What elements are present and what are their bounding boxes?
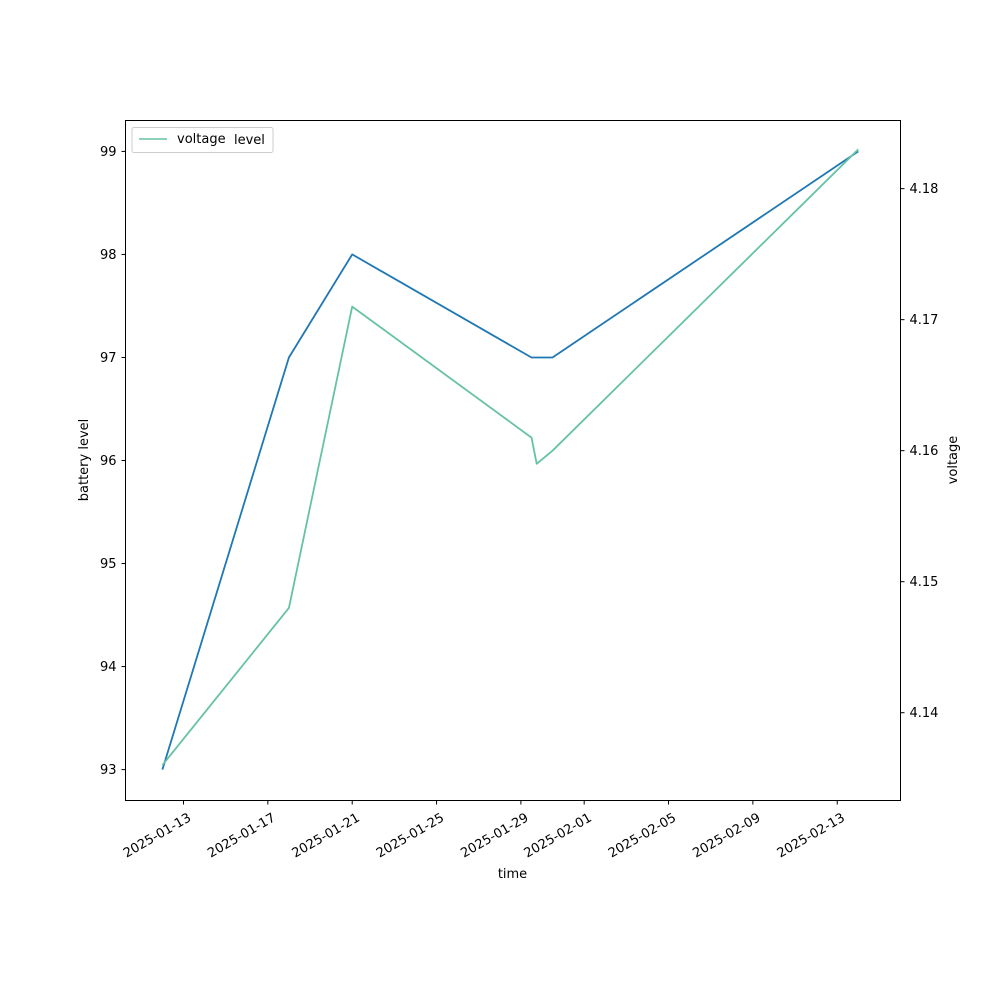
y-tick-label-left: 94	[100, 660, 117, 675]
legend-label-voltage: voltage	[177, 132, 226, 147]
x-tick-label: 2025-01-29	[458, 811, 531, 862]
x-tick-label: 2025-02-13	[775, 811, 848, 862]
x-tick-label: 2025-02-05	[606, 811, 679, 862]
legend-overlap-text: level	[234, 133, 265, 148]
y-tick-label-left: 93	[100, 763, 117, 778]
x-tick-label: 2025-01-25	[374, 811, 447, 862]
y-axis-label-left: battery level	[77, 419, 92, 502]
series-line-voltage	[161, 148, 859, 766]
y-tick-label-right: 4.16	[910, 444, 939, 459]
y-tick-label-left: 98	[100, 248, 117, 263]
y-tick-label-right: 4.14	[910, 706, 939, 721]
y-tick-label-left: 95	[100, 557, 117, 572]
y-tick-label-left: 97	[100, 351, 117, 366]
y-tick-label-left: 99	[100, 145, 117, 160]
y-tick-label-right: 4.15	[910, 575, 939, 590]
y-axis-label-right: voltage	[946, 436, 961, 485]
x-tick-label: 2025-02-01	[522, 811, 595, 862]
y-tick-label-right: 4.18	[910, 182, 939, 197]
y-tick-label-right: 4.17	[910, 313, 939, 328]
x-axis-label: time	[498, 867, 527, 882]
x-tick-label: 2025-02-09	[690, 811, 763, 862]
legend-inner-box	[172, 128, 235, 147]
x-tick-label: 2025-01-17	[205, 811, 278, 862]
legend: level voltage	[131, 127, 274, 153]
series-line-battery-level	[161, 150, 859, 770]
y-tick-label-left: 96	[100, 454, 117, 469]
x-tick-label: 2025-01-21	[290, 811, 363, 862]
x-tick-label: 2025-01-13	[121, 811, 194, 862]
